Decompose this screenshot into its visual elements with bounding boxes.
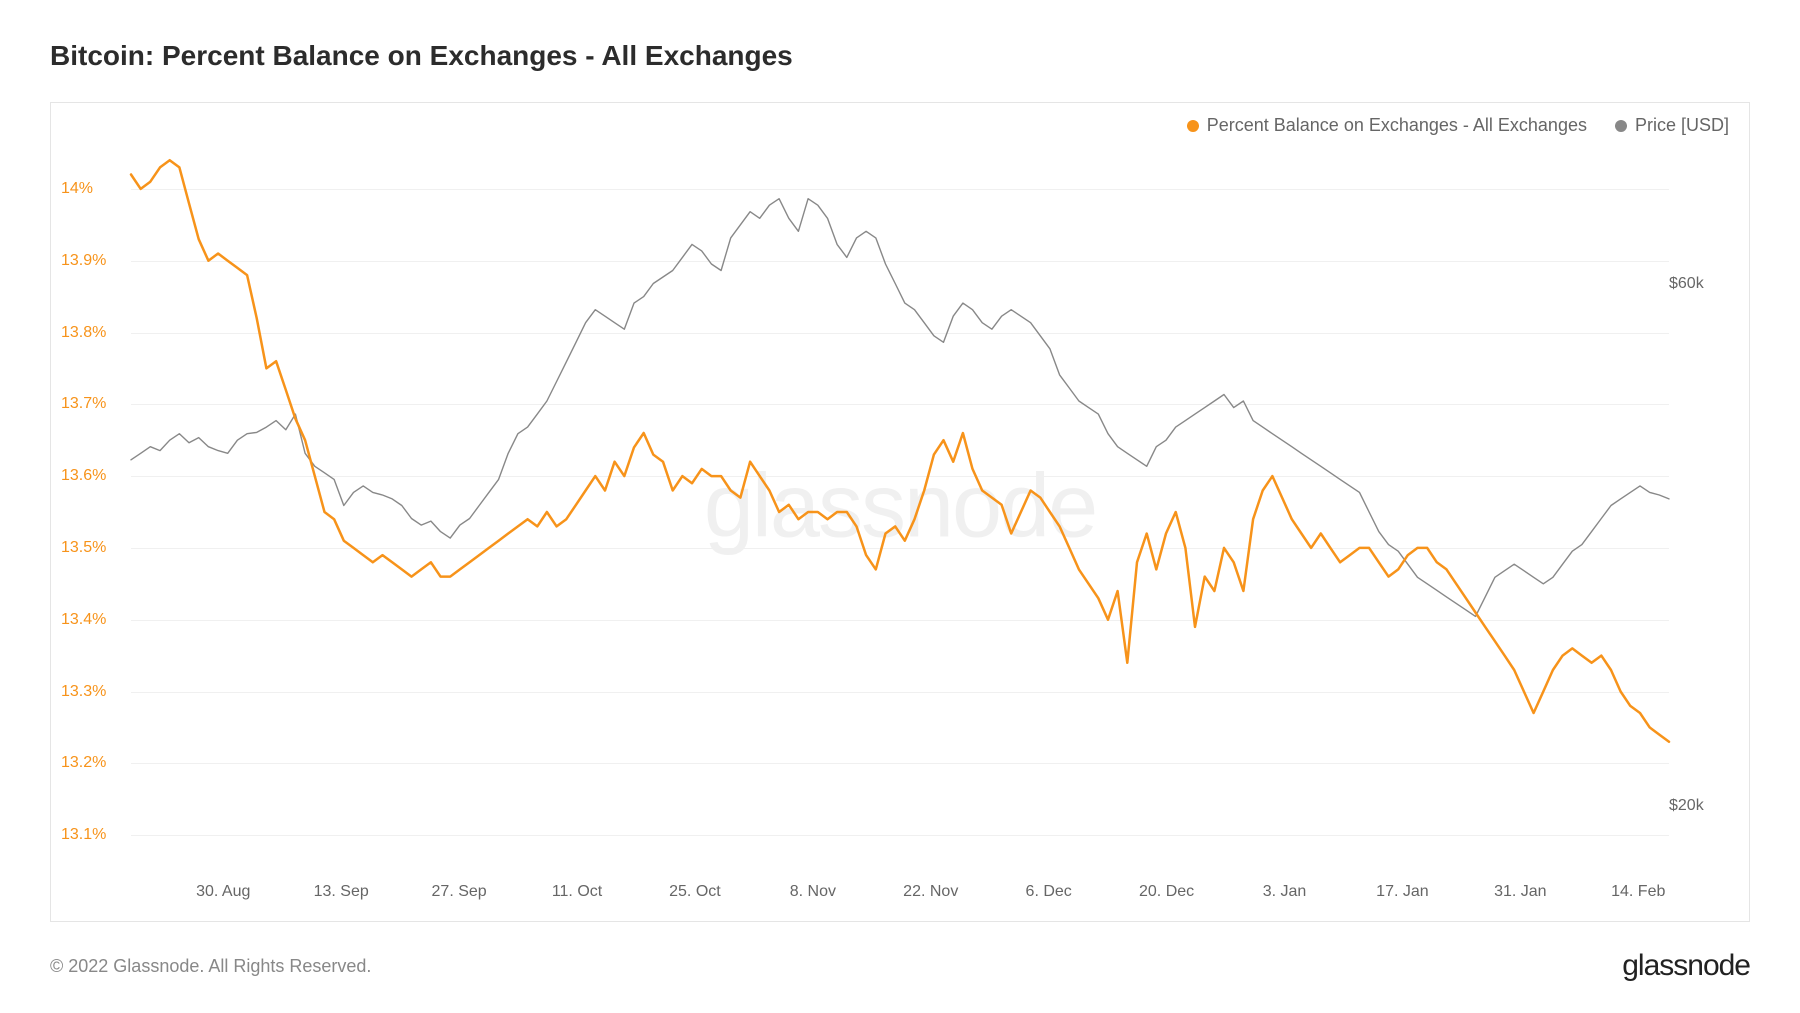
y-right-axis: $60k $20k xyxy=(1669,153,1739,871)
y-left-tick: 13.5% xyxy=(61,539,106,557)
y-left-tick: 13.6% xyxy=(61,467,106,485)
y-left-tick: 13.3% xyxy=(61,683,106,701)
chart-container: Percent Balance on Exchanges - All Excha… xyxy=(50,102,1750,922)
legend-dot-price xyxy=(1615,120,1627,132)
plot-area xyxy=(131,153,1669,871)
x-tick: 17. Jan xyxy=(1376,883,1428,901)
y-left-tick: 13.9% xyxy=(61,252,106,270)
x-tick: 25. Oct xyxy=(669,883,721,901)
y-left-tick: 13.4% xyxy=(61,611,106,629)
y-left-axis: 14% 13.9% 13.8% 13.7% 13.6% 13.5% 13.4% 13.3% 13… xyxy=(61,153,131,871)
x-tick: 3. Jan xyxy=(1263,883,1307,901)
x-axis: 30. Aug 13. Sep 27. Sep 11. Oct 25. Oct 8. No… xyxy=(131,883,1669,903)
y-left-tick: 13.8% xyxy=(61,324,106,342)
y-right-tick: $20k xyxy=(1669,797,1704,815)
y-left-tick: 13.7% xyxy=(61,395,106,413)
x-tick: 11. Oct xyxy=(552,883,602,901)
x-tick: 6. Dec xyxy=(1026,883,1072,901)
y-left-tick: 13.2% xyxy=(61,754,106,772)
line-balance xyxy=(131,160,1669,742)
legend-label-price: Price [USD] xyxy=(1635,115,1729,136)
x-tick: 13. Sep xyxy=(314,883,369,901)
x-tick: 8. Nov xyxy=(790,883,836,901)
legend-item-price: Price [USD] xyxy=(1615,115,1729,136)
x-tick: 22. Nov xyxy=(903,883,958,901)
x-tick: 14. Feb xyxy=(1611,883,1665,901)
x-tick: 30. Aug xyxy=(196,883,250,901)
y-left-tick: 13.1% xyxy=(61,826,106,844)
legend-item-balance: Percent Balance on Exchanges - All Excha… xyxy=(1187,115,1587,136)
brand-logo: glassnode xyxy=(1622,949,1750,983)
x-tick: 31. Jan xyxy=(1494,883,1546,901)
y-right-tick: $60k xyxy=(1669,275,1704,293)
x-tick: 20. Dec xyxy=(1139,883,1194,901)
y-left-tick: 14% xyxy=(61,180,93,198)
footer: © 2022 Glassnode. All Rights Reserved. g… xyxy=(50,949,1750,983)
legend-label-balance: Percent Balance on Exchanges - All Excha… xyxy=(1207,115,1587,136)
chart-title: Bitcoin: Percent Balance on Exchanges - … xyxy=(50,40,1750,72)
legend: Percent Balance on Exchanges - All Excha… xyxy=(1187,115,1729,136)
chart-svg xyxy=(131,153,1669,871)
x-tick: 27. Sep xyxy=(432,883,487,901)
copyright: © 2022 Glassnode. All Rights Reserved. xyxy=(50,956,371,977)
legend-dot-balance xyxy=(1187,120,1199,132)
